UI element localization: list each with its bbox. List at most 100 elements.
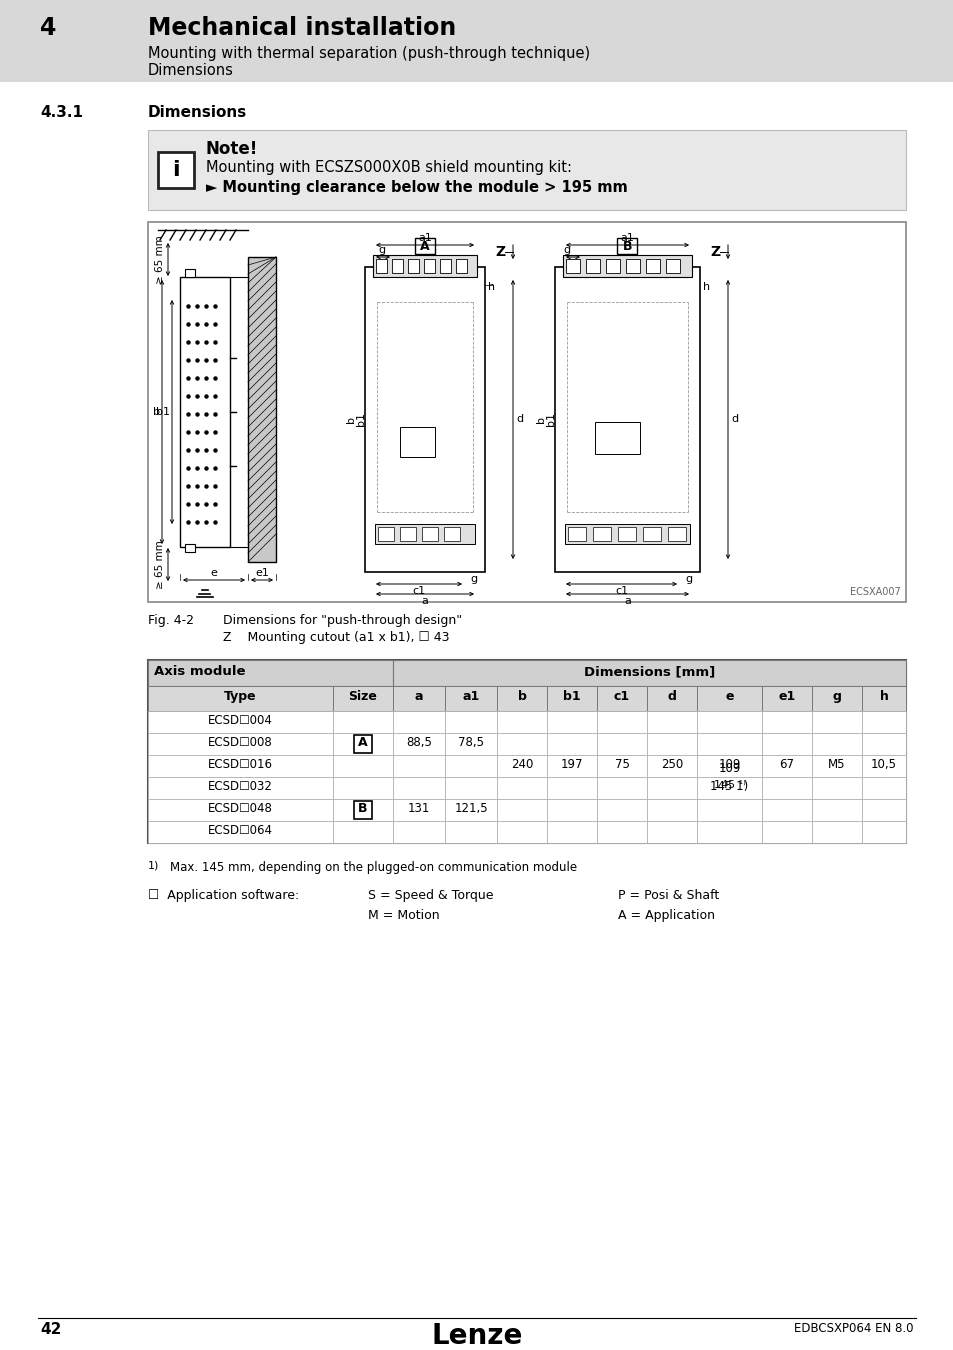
Bar	[497, 711, 546, 733]
Bar	[497, 755, 546, 778]
Text: Fig. 4-2: Fig. 4-2	[148, 614, 193, 626]
Text: a: a	[421, 595, 428, 606]
Bar	[148, 755, 333, 778]
Text: b: b	[517, 690, 526, 703]
Bar	[456, 259, 467, 273]
Bar	[646, 778, 697, 799]
Bar	[862, 711, 905, 733]
Bar	[595, 423, 639, 454]
Bar	[546, 711, 597, 733]
Bar	[593, 526, 610, 541]
Bar	[497, 686, 546, 711]
Text: 197: 197	[560, 757, 582, 771]
Bar	[421, 526, 437, 541]
Bar	[393, 686, 444, 711]
Bar	[646, 711, 697, 733]
Bar	[862, 778, 905, 799]
Bar	[375, 524, 475, 544]
Bar	[393, 799, 444, 821]
Bar	[443, 526, 459, 541]
Text: Max. 145 mm, depending on the plugged-on communication module: Max. 145 mm, depending on the plugged-on…	[170, 861, 577, 873]
Text: ≥ 65 mm: ≥ 65 mm	[154, 235, 165, 284]
Text: b: b	[152, 406, 160, 417]
Text: 4: 4	[40, 16, 56, 40]
Text: i: i	[172, 161, 179, 180]
Text: b1: b1	[562, 690, 580, 703]
Text: 145 ¹⁾: 145 ¹⁾	[713, 780, 744, 790]
Bar	[444, 755, 497, 778]
Text: Axis module: Axis module	[153, 666, 245, 678]
Bar	[811, 755, 862, 778]
Text: h: h	[879, 690, 887, 703]
Bar	[811, 733, 862, 755]
Text: Z: Z	[495, 244, 504, 259]
Text: M5: M5	[827, 757, 845, 771]
Text: ECSD☐048: ECSD☐048	[208, 802, 273, 815]
Bar	[354, 734, 372, 753]
Text: 109: 109	[718, 763, 740, 775]
Text: 78,5: 78,5	[457, 736, 483, 749]
Ellipse shape	[419, 474, 439, 509]
Bar	[597, 821, 646, 842]
Text: e1: e1	[778, 690, 795, 703]
Bar	[148, 660, 905, 842]
Text: g: g	[470, 574, 476, 585]
Text: ECSD☐008: ECSD☐008	[208, 736, 273, 749]
Bar	[423, 259, 435, 273]
Text: g: g	[377, 244, 385, 255]
Bar	[148, 711, 333, 733]
Text: h: h	[488, 282, 495, 292]
Bar	[697, 755, 761, 778]
Text: ECSD☐032: ECSD☐032	[208, 780, 273, 792]
Circle shape	[580, 405, 598, 423]
Text: Z    Mounting cutout (a1 x b1), ☐ 43: Z Mounting cutout (a1 x b1), ☐ 43	[223, 630, 449, 644]
Bar	[158, 153, 193, 188]
Bar	[618, 526, 636, 541]
Ellipse shape	[390, 474, 410, 509]
Bar	[393, 711, 444, 733]
Bar	[862, 755, 905, 778]
Bar	[375, 259, 387, 273]
Bar	[497, 799, 546, 821]
Bar	[646, 799, 697, 821]
Text: Type: Type	[224, 690, 256, 703]
Bar	[546, 778, 597, 799]
Bar	[148, 660, 393, 686]
Text: a1: a1	[417, 234, 432, 243]
Bar	[646, 686, 697, 711]
Text: A = Application: A = Application	[618, 909, 714, 922]
Text: Mounting with thermal separation (push-through technique): Mounting with thermal separation (push-t…	[148, 46, 590, 61]
Bar	[811, 821, 862, 842]
Bar	[761, 755, 811, 778]
Bar	[597, 686, 646, 711]
Text: Dimensions: Dimensions	[148, 105, 247, 120]
Bar	[444, 733, 497, 755]
Bar	[565, 259, 579, 273]
Bar	[697, 755, 761, 778]
Text: 145 1): 145 1)	[710, 780, 748, 792]
Bar	[761, 799, 811, 821]
Bar	[439, 259, 451, 273]
Bar	[148, 686, 333, 711]
Bar	[546, 821, 597, 842]
Bar	[597, 711, 646, 733]
Bar	[665, 259, 679, 273]
Text: b1: b1	[355, 413, 366, 427]
Bar	[148, 130, 905, 211]
Text: ECSXA007: ECSXA007	[849, 587, 900, 597]
Text: ≥ 65 mm: ≥ 65 mm	[154, 540, 165, 589]
Bar	[180, 277, 230, 547]
Bar	[392, 259, 402, 273]
Text: 42: 42	[40, 1322, 61, 1336]
Bar	[148, 778, 333, 799]
Bar	[862, 799, 905, 821]
Bar	[393, 821, 444, 842]
Text: Dimensions for "push-through design": Dimensions for "push-through design"	[223, 614, 461, 626]
Text: P = Posi & Shaft: P = Posi & Shaft	[618, 890, 719, 902]
Bar	[597, 778, 646, 799]
Bar	[333, 686, 393, 711]
Bar	[546, 733, 597, 755]
Text: ☐  Application software:: ☐ Application software:	[148, 890, 299, 902]
Bar	[393, 733, 444, 755]
Bar	[148, 221, 905, 602]
